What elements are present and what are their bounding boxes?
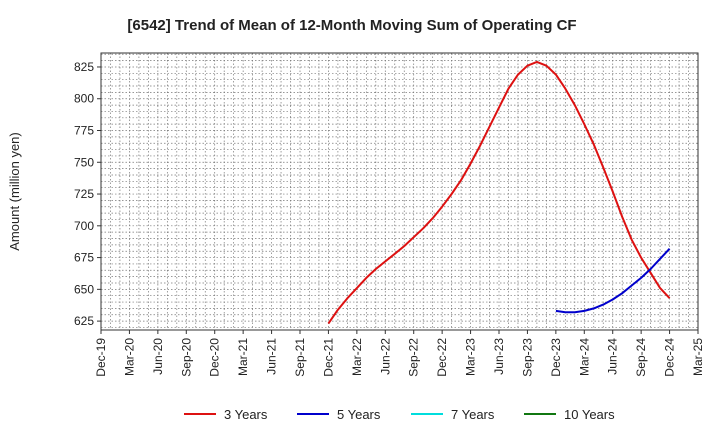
y-tick-label: 650 bbox=[74, 282, 94, 296]
y-tick-label: 775 bbox=[74, 124, 94, 138]
x-tick-label: Mar-22 bbox=[350, 338, 364, 376]
x-tick-label: Mar-24 bbox=[577, 338, 591, 376]
grid bbox=[101, 53, 698, 330]
series-line-3-years bbox=[327, 60, 671, 325]
y-tick-label: 700 bbox=[74, 219, 94, 233]
series-layer bbox=[327, 60, 671, 325]
x-axis: Dec-19 Mar-20 Jun-20 Sep-20 Dec-20 Mar-21 Jun-… bbox=[94, 330, 705, 377]
plot-frame bbox=[100, 52, 699, 331]
legend-label: 3 Years bbox=[224, 407, 268, 422]
y-axis: 625 650 675 700 725 750 775 800 825 bbox=[74, 60, 101, 328]
legend-label: 7 Years bbox=[451, 407, 495, 422]
y-tick-label: 825 bbox=[74, 60, 94, 74]
x-tick-label: Sep-21 bbox=[293, 338, 307, 377]
y-axis-label: Amount (million yen) bbox=[7, 132, 22, 251]
plot-background bbox=[101, 53, 698, 330]
x-tick-label: Jun-24 bbox=[606, 338, 620, 375]
x-tick-label: Mar-25 bbox=[691, 338, 705, 376]
y-tick-label: 725 bbox=[74, 187, 94, 201]
y-tick-label: 625 bbox=[74, 314, 94, 328]
x-tick-label: Dec-22 bbox=[435, 338, 449, 377]
x-tick-label: Dec-23 bbox=[549, 338, 563, 377]
x-tick-label: Jun-20 bbox=[151, 338, 165, 375]
x-tick-label: Jun-21 bbox=[265, 338, 279, 375]
x-tick-label: Sep-22 bbox=[407, 338, 421, 377]
x-tick-label: Dec-20 bbox=[208, 338, 222, 377]
legend-label: 5 Years bbox=[337, 407, 381, 422]
x-tick-label: Jun-22 bbox=[378, 338, 392, 375]
x-tick-label: Sep-20 bbox=[179, 338, 193, 377]
series-line-5-years bbox=[555, 248, 671, 314]
legend-label: 10 Years bbox=[564, 407, 615, 422]
x-tick-label: Sep-24 bbox=[634, 338, 648, 377]
chart-title: [6542] Trend of Mean of 12-Month Moving … bbox=[127, 17, 576, 34]
y-tick-label: 750 bbox=[74, 155, 94, 169]
x-tick-label: Dec-21 bbox=[321, 338, 335, 377]
x-tick-label: Mar-21 bbox=[236, 338, 250, 376]
x-tick-label: Jun-23 bbox=[492, 338, 506, 375]
y-tick-label: 800 bbox=[74, 92, 94, 106]
x-tick-label: Sep-23 bbox=[520, 338, 534, 377]
x-tick-label: Mar-23 bbox=[464, 338, 478, 376]
x-tick-label: Dec-24 bbox=[663, 338, 677, 377]
x-tick-label: Dec-19 bbox=[94, 338, 108, 377]
y-tick-label: 675 bbox=[74, 251, 94, 265]
x-tick-label: Mar-20 bbox=[122, 338, 136, 376]
legend: 3 Years 5 Years 7 Years 10 Years bbox=[184, 407, 615, 422]
plot-area bbox=[100, 52, 699, 331]
